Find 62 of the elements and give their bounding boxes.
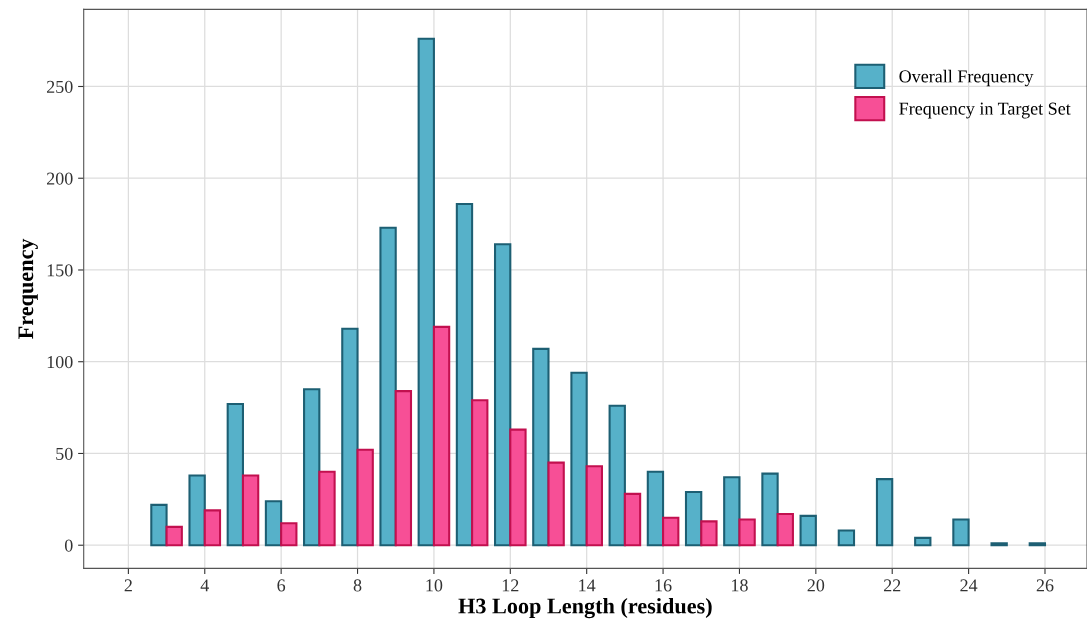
bar — [837, 529, 856, 547]
legend-label: Overall Frequency — [899, 69, 1034, 87]
bar — [585, 465, 603, 547]
x-tick-label: 4 — [200, 579, 209, 592]
bar — [188, 474, 206, 547]
bar — [509, 428, 527, 547]
x-tick-label: 16 — [655, 579, 672, 592]
bar — [493, 243, 512, 547]
bar — [799, 514, 817, 547]
bar — [623, 492, 642, 547]
bar — [471, 399, 489, 547]
x-tick-label: 6 — [277, 579, 286, 592]
bar — [150, 503, 168, 547]
bar — [417, 37, 435, 547]
bar — [875, 478, 894, 547]
bar — [379, 226, 397, 547]
x-tick-label: 10 — [426, 579, 443, 592]
legend-label: Frequency in Target Set — [899, 102, 1071, 119]
y-axis-title: Frequency — [18, 238, 38, 339]
x-tick-label: 12 — [502, 579, 519, 592]
x-axis-title: H3 Loop Length (residues) — [458, 597, 712, 619]
y-tick-label: 200 — [46, 172, 73, 185]
x-tick-label: 2 — [124, 579, 132, 592]
x-tick-label: 26 — [1036, 579, 1054, 592]
bar — [761, 472, 779, 547]
y-tick-label: 150 — [47, 264, 73, 277]
bar — [318, 470, 336, 547]
bar — [165, 525, 183, 547]
bar — [914, 536, 932, 547]
bar — [264, 500, 283, 547]
bar — [303, 388, 321, 547]
bar — [646, 470, 665, 547]
bar — [356, 448, 374, 547]
bar — [570, 371, 588, 547]
x-tick-label: 24 — [960, 579, 978, 592]
bar — [226, 402, 244, 547]
bar — [532, 347, 550, 547]
bar — [952, 518, 970, 547]
bar — [738, 518, 756, 547]
x-tick-label: 18 — [732, 579, 748, 592]
x-tick-label: 20 — [807, 579, 825, 592]
bar — [455, 202, 474, 547]
bar — [394, 390, 413, 547]
bar — [280, 522, 298, 547]
y-tick-label: 50 — [56, 447, 73, 460]
bar — [723, 476, 741, 547]
x-tick-label: 8 — [353, 579, 362, 592]
bar — [203, 509, 222, 547]
x-tick-label: 14 — [579, 579, 596, 592]
y-tick-label: 0 — [64, 539, 73, 552]
bar — [547, 461, 565, 547]
bar — [700, 520, 718, 547]
y-tick-label: 250 — [46, 80, 73, 93]
x-tick-label: 22 — [883, 579, 901, 592]
bar — [608, 404, 626, 547]
bar — [241, 474, 260, 547]
y-tick-label: 100 — [47, 355, 73, 369]
bar — [662, 516, 680, 547]
bar — [341, 327, 359, 547]
bar — [776, 512, 794, 547]
bar — [432, 325, 451, 547]
bar — [684, 490, 703, 547]
